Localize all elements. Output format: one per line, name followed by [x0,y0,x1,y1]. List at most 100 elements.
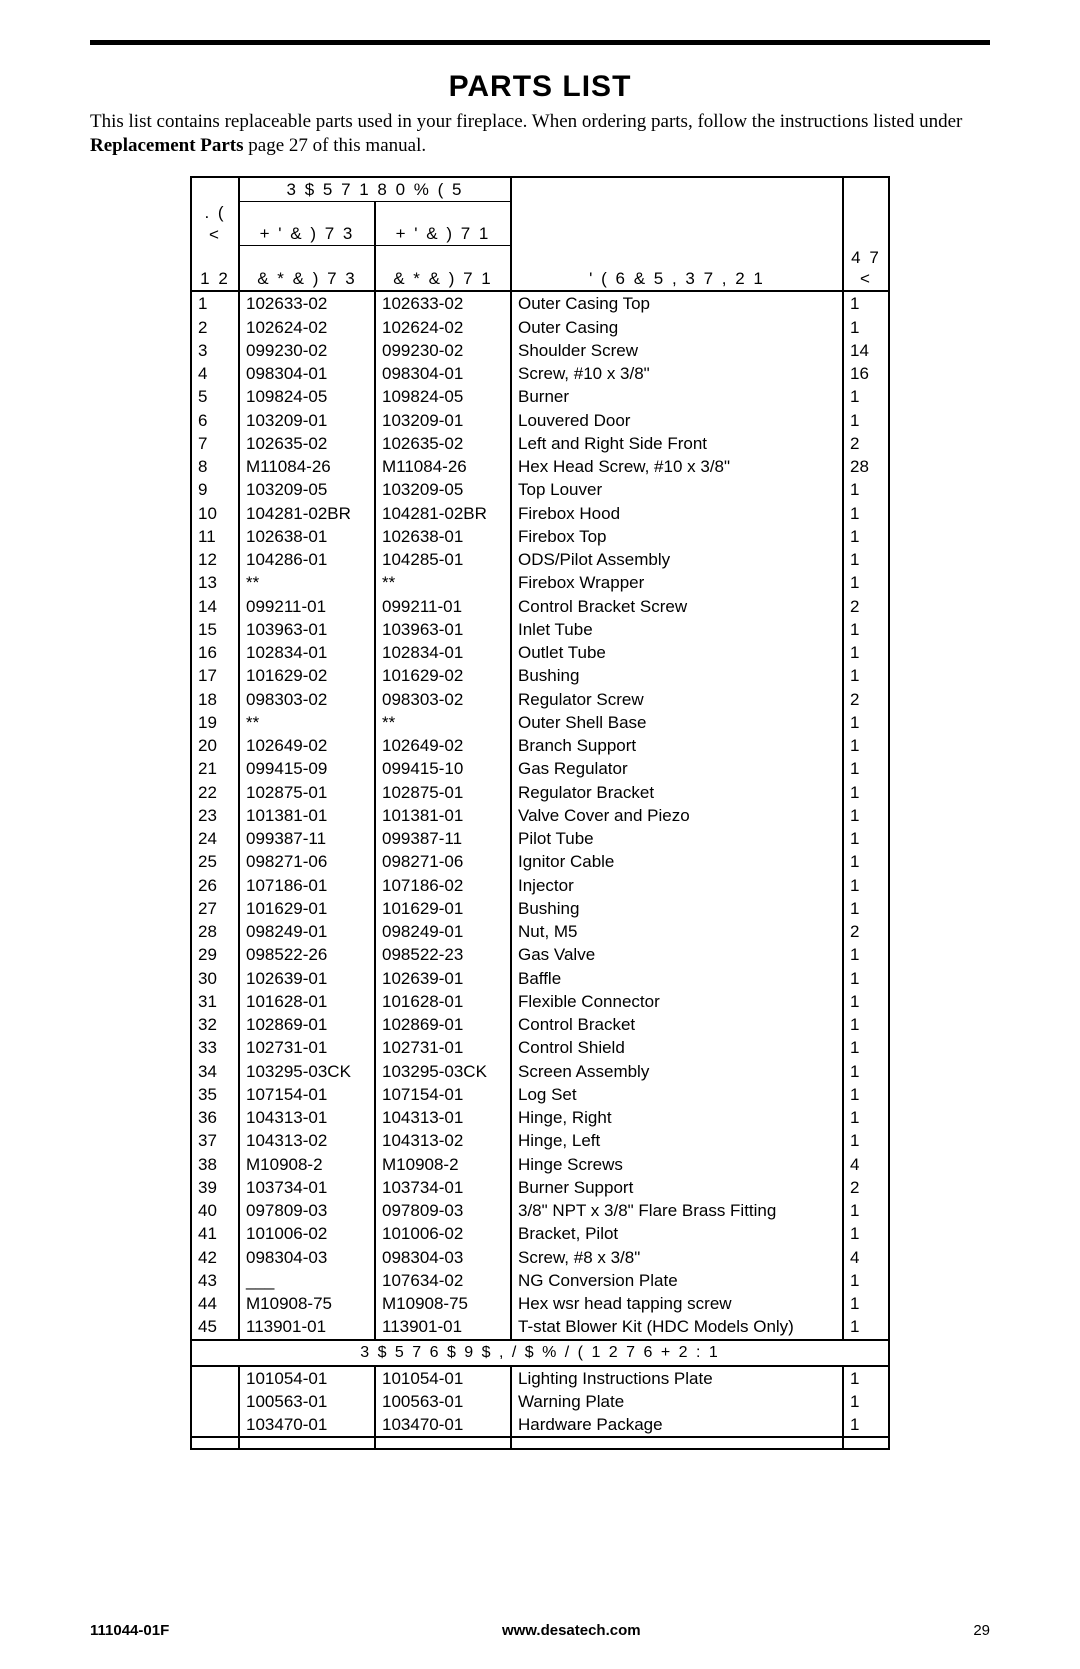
cell-desc: Bushing [511,664,843,687]
cell-model1: 102731-01 [239,1036,375,1059]
header-blank [191,177,239,202]
cell-model1: 098249-01 [239,920,375,943]
cell-qty: 1 [843,757,889,780]
cell-desc: Top Louver [511,478,843,501]
cell-model1: 101629-01 [239,897,375,920]
cell-desc: Burner Support [511,1176,843,1199]
cell-model1: 102875-01 [239,781,375,804]
cell-model1: 103295-03CK [239,1060,375,1083]
cell-desc: Burner [511,385,843,408]
cell-qty: 4 [843,1153,889,1176]
cell-model1: 100563-01 [239,1390,375,1413]
cell-model2: 101006-02 [375,1222,511,1245]
cell-model2: 102633-02 [375,291,511,315]
parts-table: 3 $ 5 7 1 8 0 % ( 5 . ( < + ' & ) 7 3 + … [190,176,890,1451]
cell-qty: 4 [843,1246,889,1269]
cell-model2: 098249-01 [375,920,511,943]
table-row: 19****Outer Shell Base1 [191,711,889,734]
table-row: 16102834-01102834-01Outlet Tube1 [191,641,889,664]
cell-qty: 1 [843,804,889,827]
cell-model2: 102635-02 [375,432,511,455]
cell-qty: 2 [843,1176,889,1199]
cell-qty: 1 [843,525,889,548]
cell-qty: 2 [843,688,889,711]
cell-model2: 102875-01 [375,781,511,804]
footer-left: 111044-01F [90,1622,169,1639]
table-row: 6103209-01103209-01Louvered Door1 [191,409,889,432]
table-row: 35107154-01107154-01Log Set1 [191,1083,889,1106]
cell-desc: Control Shield [511,1036,843,1059]
cell-model2: 098522-23 [375,943,511,966]
cell-key: 31 [191,990,239,1013]
table-row: 37104313-02104313-02Hinge, Left1 [191,1129,889,1152]
intro-bold: Replacement Parts [90,135,244,156]
cell-model2: 102649-02 [375,734,511,757]
table-row: 27101629-01101629-01Bushing1 [191,897,889,920]
cell-model2: ** [375,571,511,594]
table-row: 18098303-02098303-02Regulator Screw2 [191,688,889,711]
cell-key: 29 [191,943,239,966]
header-blank [843,177,889,202]
cell-key: 22 [191,781,239,804]
cell-qty: 1 [843,502,889,525]
cell-key: 41 [191,1222,239,1245]
cell-model2: 104313-01 [375,1106,511,1129]
cell-model2: 101629-02 [375,664,511,687]
cell-desc: Louvered Door [511,409,843,432]
cell-model1: M10908-75 [239,1292,375,1315]
cell-model2: 102638-01 [375,525,511,548]
cell-model1: 098304-03 [239,1246,375,1269]
cell-desc: Warning Plate [511,1390,843,1413]
cell-key: 17 [191,664,239,687]
cell-qty: 1 [843,943,889,966]
cell-desc: Hex wsr head tapping screw [511,1292,843,1315]
cell-desc: Hinge, Left [511,1129,843,1152]
cell-model1: 099415-09 [239,757,375,780]
cell-key: 35 [191,1083,239,1106]
table-row: 101054-01101054-01Lighting Instructions … [191,1366,889,1390]
cell-qty: 1 [843,409,889,432]
cell-model1: 102633-02 [239,291,375,315]
cell-key: 25 [191,850,239,873]
cell-model2: 098303-02 [375,688,511,711]
cell-model1: 101006-02 [239,1222,375,1245]
cell-model2: 100563-01 [375,1390,511,1413]
cell-key: 33 [191,1036,239,1059]
table-row: 26107186-01107186-02Injector1 [191,874,889,897]
cell-model1: 103209-01 [239,409,375,432]
cell-model2: 101381-01 [375,804,511,827]
cell-desc: Shoulder Screw [511,339,843,362]
table-row: 30102639-01102639-01Baffle1 [191,967,889,990]
table-row: 103470-01103470-01Hardware Package1 [191,1413,889,1437]
cell-model2: 107186-02 [375,874,511,897]
cell-qty: 1 [843,1366,889,1390]
cell-desc: Screw, #8 x 3/8" [511,1246,843,1269]
cell-desc: Outlet Tube [511,641,843,664]
cell-model2: 102639-01 [375,967,511,990]
cell-qty: 1 [843,548,889,571]
cell-desc: Bushing [511,897,843,920]
cell-key: 2 [191,316,239,339]
table-row: 33102731-01102731-01Control Shield1 [191,1036,889,1059]
cell-model2: 102624-02 [375,316,511,339]
cell-desc: Hinge Screws [511,1153,843,1176]
cell-desc: Gas Regulator [511,757,843,780]
cell-qty: 1 [843,571,889,594]
cell-model1: ** [239,571,375,594]
cell-key: 23 [191,804,239,827]
header-qty: 4 7 < [843,246,889,292]
intro-post: page 27 of this manual. [244,135,427,156]
table-row: 39103734-01103734-01Burner Support2 [191,1176,889,1199]
cell-model1: 102869-01 [239,1013,375,1036]
cell-model1: 102639-01 [239,967,375,990]
section-label: 3 $ 5 7 6 $ 9 $ , / $ % / ( 1 2 7 6 + 2 … [191,1340,889,1366]
cell-model1: 103963-01 [239,618,375,641]
cell-model2: 102731-01 [375,1036,511,1059]
cell-model2: 103295-03CK [375,1060,511,1083]
table-row: 10104281-02BR104281-02BRFirebox Hood1 [191,502,889,525]
cell-desc: Control Bracket [511,1013,843,1036]
cell-key: 11 [191,525,239,548]
cell-model1: 097809-03 [239,1199,375,1222]
table-row: 31101628-01101628-01Flexible Connector1 [191,990,889,1013]
cell-desc: Screw, #10 x 3/8" [511,362,843,385]
